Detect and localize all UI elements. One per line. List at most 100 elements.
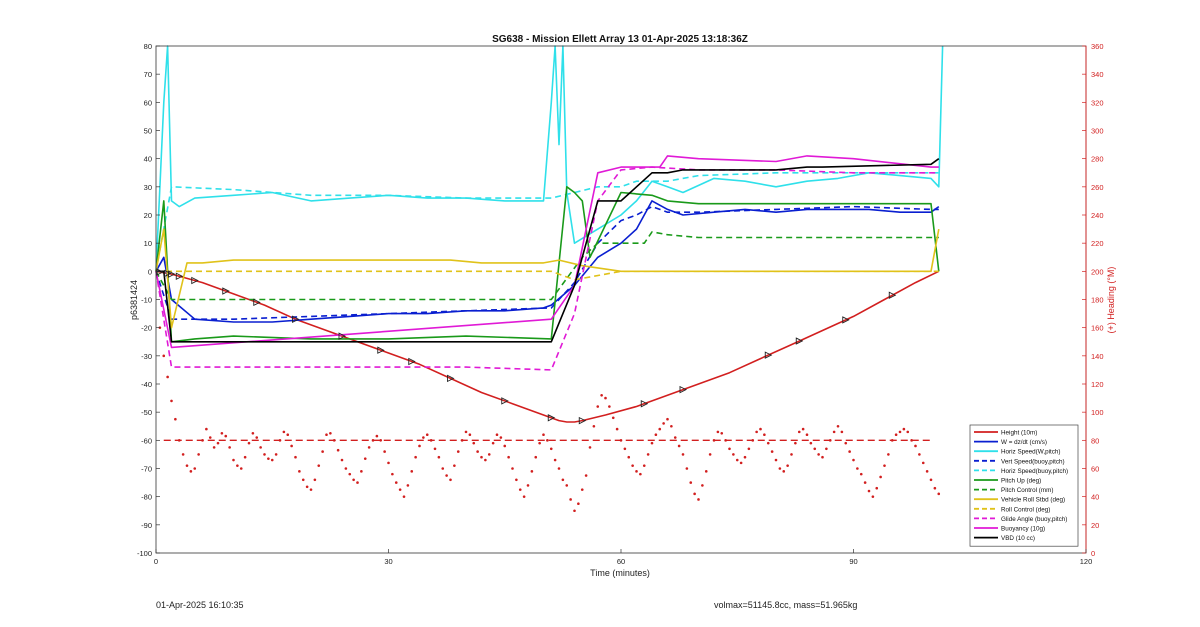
heading-point bbox=[639, 472, 642, 476]
heading-point bbox=[449, 478, 452, 482]
y2-tick-label: 200 bbox=[1091, 267, 1104, 276]
x-tick-label: 30 bbox=[384, 557, 392, 566]
heading-point bbox=[596, 405, 600, 408]
heading-point bbox=[670, 424, 673, 428]
height-triangle-marker bbox=[164, 269, 172, 278]
y2-tick-label: 300 bbox=[1091, 127, 1104, 136]
heading-point bbox=[716, 430, 720, 434]
legend-box bbox=[969, 424, 1079, 547]
series-line-w-dz-dt-cm-s bbox=[155, 200, 940, 323]
height-triangle-marker bbox=[679, 385, 688, 394]
heading-point bbox=[867, 489, 871, 493]
height-triangle-marker bbox=[888, 291, 897, 300]
height-triangle-marker bbox=[292, 315, 300, 323]
heading-point bbox=[205, 427, 208, 431]
heading-point bbox=[301, 478, 305, 482]
legend-label: Pitch Up (deg) bbox=[1001, 478, 1041, 485]
y2-tick-label: 260 bbox=[1091, 183, 1104, 192]
heading-point bbox=[565, 484, 569, 487]
heading-point bbox=[305, 485, 309, 489]
heading-point bbox=[693, 492, 696, 496]
heading-point bbox=[658, 427, 662, 431]
heading-point bbox=[732, 453, 735, 456]
heading-point bbox=[561, 478, 565, 482]
y-tick-label: -60 bbox=[141, 436, 152, 445]
heading-point bbox=[208, 436, 212, 439]
heading-point bbox=[352, 478, 355, 482]
heading-point bbox=[480, 455, 483, 459]
heading-point bbox=[332, 439, 336, 442]
heading-point bbox=[573, 509, 576, 513]
heading-point bbox=[321, 450, 324, 453]
heading-point bbox=[906, 430, 910, 434]
heading-point bbox=[363, 457, 367, 460]
heading-point bbox=[859, 472, 863, 476]
heading-point bbox=[937, 492, 941, 496]
heading-point bbox=[174, 417, 177, 421]
y-tick-label: -10 bbox=[141, 296, 152, 305]
heading-point bbox=[491, 441, 495, 445]
heading-point bbox=[538, 441, 541, 445]
heading-point bbox=[201, 439, 204, 442]
y2-tick-label: 80 bbox=[1091, 436, 1099, 445]
y-tick-label: 10 bbox=[144, 239, 152, 248]
heading-point bbox=[914, 444, 917, 448]
heading-point bbox=[549, 447, 553, 451]
heading-point bbox=[166, 375, 169, 379]
heading-point bbox=[518, 488, 522, 491]
heading-point bbox=[487, 453, 491, 456]
height-triangle-marker bbox=[842, 316, 850, 324]
legend-label: Vehicle Roll Stbd (deg) bbox=[1001, 497, 1065, 504]
heading-point bbox=[751, 439, 755, 442]
heading-point bbox=[697, 498, 700, 501]
heading-point bbox=[224, 434, 228, 438]
heading-point bbox=[383, 450, 386, 453]
heading-point bbox=[371, 439, 375, 442]
y2-tick-label: 40 bbox=[1091, 493, 1099, 502]
heading-point bbox=[662, 422, 665, 425]
y2-tick-label: 360 bbox=[1091, 42, 1104, 51]
heading-point bbox=[763, 433, 766, 437]
y2-tick-label: 160 bbox=[1091, 324, 1104, 333]
heading-point bbox=[883, 464, 886, 467]
heading-point bbox=[786, 464, 789, 467]
y2-tick-label: 320 bbox=[1091, 98, 1104, 107]
heading-point bbox=[642, 464, 646, 467]
heading-point bbox=[453, 464, 456, 467]
heading-point bbox=[429, 439, 433, 442]
heading-point bbox=[747, 447, 751, 451]
heading-point bbox=[856, 467, 859, 470]
heading-point bbox=[522, 495, 526, 498]
legend-label: Horiz Speed(buoy,pitch) bbox=[1001, 468, 1068, 475]
heading-point bbox=[894, 433, 898, 437]
heading-point bbox=[720, 431, 724, 435]
heading-point bbox=[398, 488, 402, 491]
y2-tick-label: 140 bbox=[1091, 352, 1104, 361]
heading-point bbox=[259, 446, 262, 449]
heading-point bbox=[592, 424, 596, 428]
legend-label: Buoyancy (10g) bbox=[1001, 526, 1045, 533]
heading-point bbox=[875, 486, 879, 490]
y-axis-label: p6381424 bbox=[129, 280, 139, 320]
heading-point bbox=[852, 458, 855, 462]
heading-point bbox=[220, 431, 224, 435]
heading-point bbox=[181, 453, 185, 456]
footer-volmax-mass: volmax=51145.8cc, mass=51.965kg bbox=[714, 600, 858, 610]
heading-point bbox=[193, 467, 197, 470]
legend-label: Glide Angle (buoy,pitch) bbox=[1001, 516, 1067, 523]
heading-point bbox=[615, 427, 619, 431]
heading-point bbox=[542, 433, 545, 437]
heading-point bbox=[759, 427, 762, 431]
heading-point bbox=[228, 446, 231, 449]
heading-point bbox=[468, 433, 472, 437]
heading-point bbox=[425, 433, 429, 437]
series-line-horiz-speed-buoy-pitch bbox=[155, 172, 939, 272]
heading-point bbox=[255, 436, 259, 439]
legend-label: VBD (10 cc) bbox=[1001, 535, 1035, 542]
heading-point bbox=[925, 470, 929, 473]
height-triangle-marker bbox=[253, 298, 261, 307]
x-tick-label: 60 bbox=[617, 557, 625, 566]
height-triangle-marker bbox=[191, 276, 199, 285]
heading-point bbox=[189, 470, 193, 473]
heading-point bbox=[910, 439, 913, 442]
